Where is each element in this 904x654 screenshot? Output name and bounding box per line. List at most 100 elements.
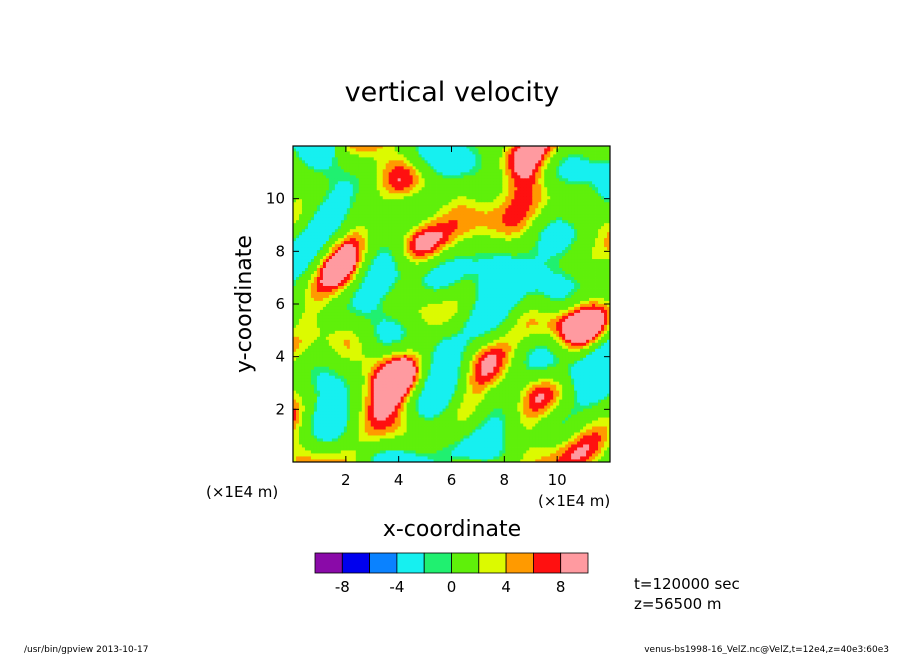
field-cell: [472, 351, 476, 355]
field-cell: [397, 363, 402, 367]
field-cell: [451, 366, 455, 370]
field-cell: [454, 330, 458, 334]
field-cell: [571, 423, 575, 427]
field-cell: [478, 354, 482, 358]
field-cell: [532, 351, 536, 355]
field-cell: [571, 438, 575, 442]
field-cell: [517, 423, 521, 427]
field-cell: [598, 342, 602, 346]
field-cell: [301, 324, 306, 328]
field-cell: [421, 324, 425, 328]
field-cell: [439, 369, 443, 373]
field-cell: [544, 441, 548, 445]
field-cell: [460, 339, 464, 343]
field-cell: [304, 369, 309, 373]
field-cell: [349, 432, 354, 436]
field-cell: [436, 375, 440, 379]
field-cell: [361, 339, 366, 343]
field-cell: [607, 429, 610, 433]
field-cell: [577, 345, 581, 349]
field-cell: [442, 369, 446, 373]
field-cell: [334, 360, 339, 364]
field-cell: [511, 399, 515, 403]
field-cell: [316, 408, 321, 412]
field-cell: [346, 378, 351, 382]
field-cell: [541, 408, 545, 412]
field-cell: [547, 357, 551, 361]
field-cell: [316, 321, 321, 325]
field-cell: [355, 396, 360, 400]
field-cell: [295, 366, 300, 370]
field-cell: [301, 339, 306, 343]
field-cell: [400, 354, 405, 358]
field-cell: [319, 441, 324, 445]
field-cell: [415, 444, 419, 448]
field-cell: [385, 321, 390, 325]
field-cell: [520, 381, 524, 385]
field-cell: [370, 411, 375, 415]
field-cell: [328, 321, 333, 325]
field-cell: [598, 396, 602, 400]
field-cell: [349, 333, 354, 337]
field-cell: [293, 393, 297, 397]
field-cell: [370, 447, 375, 451]
field-cell: [490, 420, 494, 424]
field-cell: [520, 432, 524, 436]
field-cell: [568, 399, 572, 403]
field-cell: [460, 360, 464, 364]
field-cell: [316, 447, 321, 451]
field-cell: [553, 444, 557, 448]
field-cell: [556, 450, 560, 454]
field-cell: [337, 363, 342, 367]
field-cell: [538, 435, 542, 439]
field-cell: [550, 459, 554, 462]
field-cell: [397, 321, 402, 325]
field-cell: [409, 333, 414, 337]
field-cell: [484, 411, 488, 415]
field-cell: [421, 366, 425, 370]
field-cell: [382, 453, 387, 457]
field-cell: [331, 429, 336, 433]
field-cell: [505, 420, 509, 424]
field-cell: [355, 387, 360, 391]
field-cell: [433, 408, 437, 412]
field-cell: [310, 432, 315, 436]
field-cell: [352, 432, 357, 436]
field-cell: [607, 351, 610, 355]
field-cell: [571, 396, 575, 400]
field-cell: [361, 417, 366, 421]
field-cell: [454, 414, 458, 418]
field-cell: [565, 354, 569, 358]
field-cell: [589, 354, 593, 358]
field-cell: [478, 384, 482, 388]
field-cell: [520, 348, 524, 352]
field-cell: [496, 327, 500, 331]
field-cell: [331, 411, 336, 415]
field-cell: [559, 324, 563, 328]
field-cell: [517, 375, 521, 379]
field-cell: [415, 450, 419, 454]
field-cell: [439, 450, 443, 454]
field-cell: [445, 348, 449, 352]
field-cell: [382, 354, 387, 358]
field-cell: [421, 408, 425, 412]
field-cell: [424, 327, 428, 331]
field-cell: [490, 366, 494, 370]
field-cell: [394, 369, 399, 373]
field-cell: [436, 432, 440, 436]
field-cell: [403, 450, 408, 454]
field-cell: [604, 333, 608, 337]
field-cell: [445, 333, 449, 337]
field-cell: [463, 420, 467, 424]
field-cell: [601, 414, 605, 418]
field-cell: [325, 441, 330, 445]
field-cell: [337, 366, 342, 370]
field-cell: [316, 393, 321, 397]
field-cell: [580, 366, 584, 370]
field-cell: [358, 459, 363, 462]
field-cell: [553, 342, 557, 346]
field-cell: [466, 414, 470, 418]
field-cell: [403, 444, 408, 448]
field-cell: [427, 354, 431, 358]
field-cell: [559, 450, 563, 454]
